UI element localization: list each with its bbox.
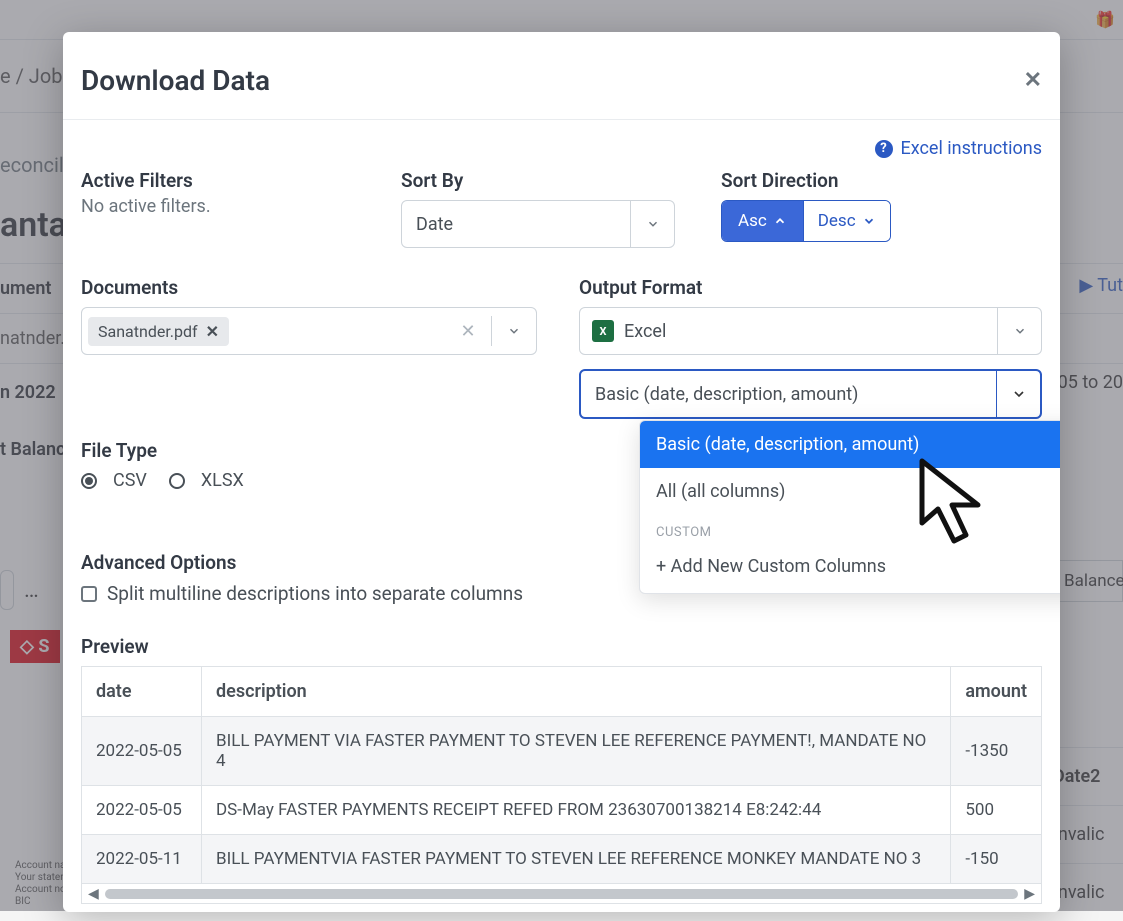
excel-instructions-label: Excel instructions bbox=[901, 138, 1043, 159]
active-filters-label: Active Filters bbox=[81, 169, 401, 192]
table-row: 2022-05-05 DS-May FASTER PAYMENTS RECEIP… bbox=[82, 786, 1042, 835]
sort-desc-button[interactable]: Desc bbox=[803, 201, 890, 241]
split-multiline-label: Split multiline descriptions into separa… bbox=[107, 582, 523, 605]
columns-value: Basic (date, description, amount) bbox=[595, 384, 858, 405]
scroll-track[interactable] bbox=[105, 889, 1018, 899]
cell-desc: BILL PAYMENT VIA FASTER PAYMENT TO STEVE… bbox=[202, 717, 951, 786]
columns-chevron-icon[interactable] bbox=[996, 371, 1040, 417]
dropdown-option-basic[interactable]: Basic (date, description, amount) bbox=[640, 421, 1060, 468]
asc-label: Asc bbox=[738, 211, 767, 231]
modal-title: Download Data bbox=[81, 64, 270, 97]
col-amount: amount bbox=[951, 667, 1042, 717]
sort-asc-button[interactable]: Asc bbox=[722, 201, 803, 241]
dropdown-add-custom[interactable]: + Add New Custom Columns bbox=[640, 544, 1060, 593]
sort-by-label: Sort By bbox=[401, 169, 721, 192]
preview-label: Preview bbox=[81, 635, 1042, 658]
chip-remove-icon[interactable]: ✕ bbox=[206, 322, 219, 341]
scroll-left-icon[interactable]: ◀ bbox=[88, 886, 99, 902]
dropdown-option-all[interactable]: All (all columns) bbox=[640, 468, 1060, 515]
table-row: 2022-05-05 BILL PAYMENT VIA FASTER PAYME… bbox=[82, 717, 1042, 786]
col-date: date bbox=[82, 667, 202, 717]
horizontal-scrollbar[interactable]: ◀ ▶ bbox=[81, 884, 1042, 904]
close-icon[interactable]: ✕ bbox=[1024, 68, 1042, 93]
download-data-modal: Download Data ✕ ? Excel instructions Act… bbox=[63, 32, 1060, 912]
table-row: 2022-05-11 BILL PAYMENTVIA FASTER PAYMEN… bbox=[82, 835, 1042, 884]
dropdown-custom-header: CUSTOM bbox=[640, 515, 1060, 544]
cell-date: 2022-05-05 bbox=[82, 786, 202, 835]
col-description: description bbox=[202, 667, 951, 717]
file-type-xlsx-radio[interactable] bbox=[169, 473, 185, 489]
desc-label: Desc bbox=[818, 211, 856, 231]
file-type-csv-label: CSV bbox=[113, 470, 147, 491]
cell-desc: DS-May FASTER PAYMENTS RECEIPT REFED FRO… bbox=[202, 786, 951, 835]
no-filters-text: No active filters. bbox=[81, 196, 401, 217]
chevron-down-icon bbox=[630, 201, 674, 247]
cursor-icon bbox=[916, 457, 990, 551]
output-chevron-icon[interactable] bbox=[997, 308, 1041, 354]
output-format-value: Excel bbox=[624, 321, 666, 342]
documents-chevron-icon[interactable] bbox=[492, 308, 536, 354]
documents-label: Documents bbox=[81, 276, 579, 299]
cell-amount: -150 bbox=[951, 835, 1042, 884]
clear-documents-icon[interactable]: ✕ bbox=[452, 308, 484, 354]
output-format-label: Output Format bbox=[579, 276, 1042, 299]
document-chip-label: Sanatnder.pdf bbox=[98, 322, 198, 341]
help-icon: ? bbox=[875, 140, 893, 158]
columns-dropdown-panel: Basic (date, description, amount) All (a… bbox=[639, 420, 1060, 594]
split-multiline-checkbox[interactable] bbox=[81, 586, 97, 602]
excel-icon: X bbox=[592, 320, 614, 342]
file-type-xlsx-label: XLSX bbox=[201, 470, 244, 491]
columns-select[interactable]: Basic (date, description, amount) bbox=[579, 369, 1042, 419]
scroll-right-icon[interactable]: ▶ bbox=[1024, 886, 1035, 902]
document-chip: Sanatnder.pdf ✕ bbox=[88, 317, 229, 346]
cell-date: 2022-05-11 bbox=[82, 835, 202, 884]
excel-instructions-link[interactable]: ? Excel instructions bbox=[81, 138, 1042, 159]
sort-direction-label: Sort Direction bbox=[721, 169, 1042, 192]
sort-by-value: Date bbox=[416, 214, 453, 235]
file-type-csv-radio[interactable] bbox=[81, 473, 97, 489]
documents-select[interactable]: Sanatnder.pdf ✕ ✕ bbox=[81, 307, 537, 355]
cell-amount: 500 bbox=[951, 786, 1042, 835]
cell-date: 2022-05-05 bbox=[82, 717, 202, 786]
output-format-select[interactable]: X Excel bbox=[579, 307, 1042, 355]
sort-by-select[interactable]: Date bbox=[401, 200, 675, 248]
cell-amount: -1350 bbox=[951, 717, 1042, 786]
preview-table: date description amount 2022-05-05 BILL … bbox=[81, 666, 1042, 884]
cell-desc: BILL PAYMENTVIA FASTER PAYMENT TO STEVEN… bbox=[202, 835, 951, 884]
